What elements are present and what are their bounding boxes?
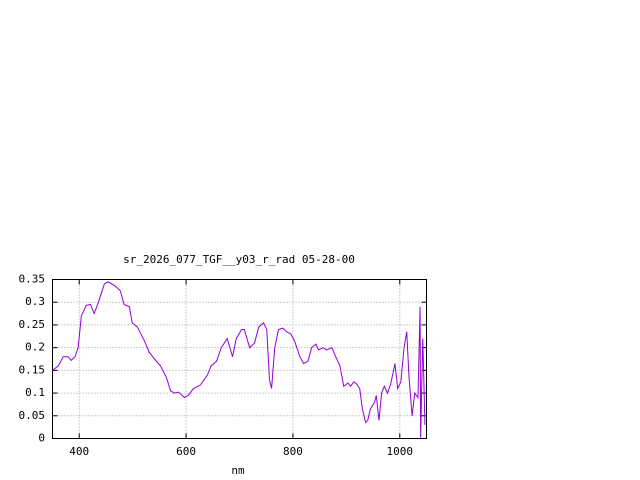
x-axis-label: nm bbox=[231, 464, 245, 477]
plot-border bbox=[52, 279, 427, 439]
y-tick-label: 0.35 bbox=[19, 273, 46, 286]
y-tick-label: 0.25 bbox=[19, 318, 46, 331]
x-tick-label: 800 bbox=[283, 445, 303, 458]
x-tick-label: 1000 bbox=[387, 445, 414, 458]
data-line bbox=[52, 281, 426, 439]
y-tick-label: 0.1 bbox=[25, 386, 45, 399]
y-tick-label: 0.05 bbox=[19, 409, 46, 422]
y-tick-label: 0 bbox=[38, 432, 45, 445]
x-tick-label: 600 bbox=[176, 445, 196, 458]
x-tick-label: 400 bbox=[69, 445, 89, 458]
y-tick-label: 0.15 bbox=[19, 363, 46, 376]
chart-title: sr_2026_077_TGF__y03_r_rad 05-28-00 bbox=[123, 253, 355, 266]
y-tick-label: 0.3 bbox=[25, 295, 45, 308]
y-tick-label: 0.2 bbox=[25, 341, 45, 354]
